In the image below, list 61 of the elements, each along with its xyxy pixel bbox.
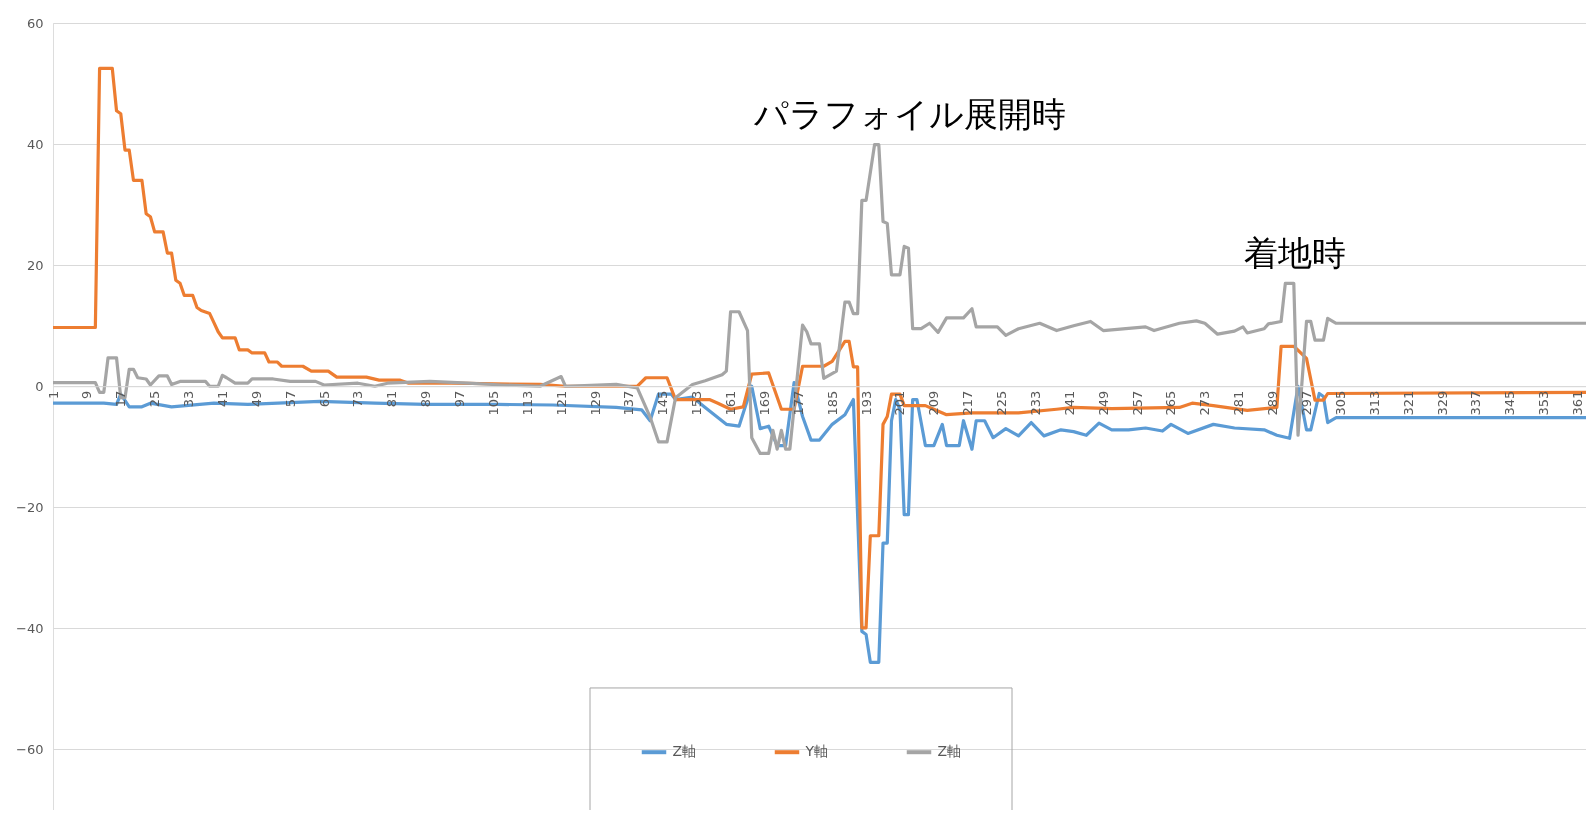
y-tick-label: 20 <box>26 257 44 273</box>
y-tick-label: 60 <box>26 15 44 31</box>
x-tick-label: 257 <box>1129 390 1145 416</box>
x-tick-label: 217 <box>960 390 976 416</box>
x-tick-label: 185 <box>824 390 840 416</box>
annotation: 着地時 <box>1244 233 1346 273</box>
x-tick-label: 321 <box>1400 390 1416 416</box>
x-tick-label: 97 <box>452 390 468 408</box>
x-tick-label: 153 <box>689 390 705 416</box>
x-tick-label: 81 <box>384 390 400 408</box>
x-tick-label: 313 <box>1366 390 1382 416</box>
x-tick-label: 1 <box>45 390 61 400</box>
x-tick-label: 289 <box>1265 390 1281 416</box>
x-tick-label: 345 <box>1502 390 1518 416</box>
y-tick-label: 40 <box>26 136 44 152</box>
x-tick-label: 17 <box>113 390 129 408</box>
x-tick-label: 121 <box>553 390 569 416</box>
x-tick-label: 361 <box>1570 390 1586 416</box>
annotation: パラフォイル展開時 <box>753 94 1066 134</box>
x-tick-label: 145 <box>655 390 671 416</box>
line-series <box>51 143 1586 456</box>
x-tick-label: 193 <box>858 390 874 416</box>
legend-label: Z軸 <box>937 743 962 760</box>
x-tick-label: 57 <box>282 390 298 408</box>
x-tick-label: 305 <box>1332 390 1348 416</box>
x-tick-label: 105 <box>485 390 501 416</box>
x-tick-label: 337 <box>1468 390 1484 416</box>
y-tick-label: −60 <box>16 741 44 757</box>
x-tick-label: 225 <box>994 390 1010 416</box>
x-tick-label: 273 <box>1197 390 1213 416</box>
legend-label: Z軸 <box>672 743 697 760</box>
x-tick-label: 241 <box>1061 390 1077 416</box>
y-tick-label: −20 <box>16 499 44 515</box>
x-tick-label: 113 <box>519 390 535 416</box>
line-series <box>51 381 1586 664</box>
x-tick-label: 169 <box>756 390 772 416</box>
x-tick-label: 41 <box>214 390 230 408</box>
x-tick-label: 65 <box>316 390 332 408</box>
x-tick-label: 297 <box>1299 390 1314 416</box>
x-tick-label: 281 <box>1231 390 1247 416</box>
x-tick-label: 177 <box>790 390 806 416</box>
x-tick-label: 329 <box>1434 390 1450 416</box>
x-tick-label: 209 <box>926 390 942 416</box>
x-tick-label: 49 <box>248 390 264 408</box>
x-tick-label: 129 <box>587 390 603 416</box>
legend-label: Y軸 <box>804 743 829 760</box>
x-tick-label: 233 <box>1027 390 1043 416</box>
y-tick-label: 0 <box>35 378 44 394</box>
x-tick-label: 33 <box>181 390 197 408</box>
x-tick-label: 137 <box>621 390 637 416</box>
x-tick-label: 25 <box>147 390 163 408</box>
x-tick-label: 201 <box>892 390 908 416</box>
x-tick-label: 9 <box>79 390 95 400</box>
x-tick-label: 161 <box>723 390 739 416</box>
y-tick-label: −40 <box>16 620 44 636</box>
line-series <box>51 66 1586 630</box>
x-tick-label: 73 <box>350 390 366 408</box>
x-tick-label: 353 <box>1536 390 1552 416</box>
x-tick-label: 265 <box>1163 390 1179 416</box>
x-tick-label: 89 <box>418 390 434 408</box>
x-tick-label: 249 <box>1095 390 1111 416</box>
